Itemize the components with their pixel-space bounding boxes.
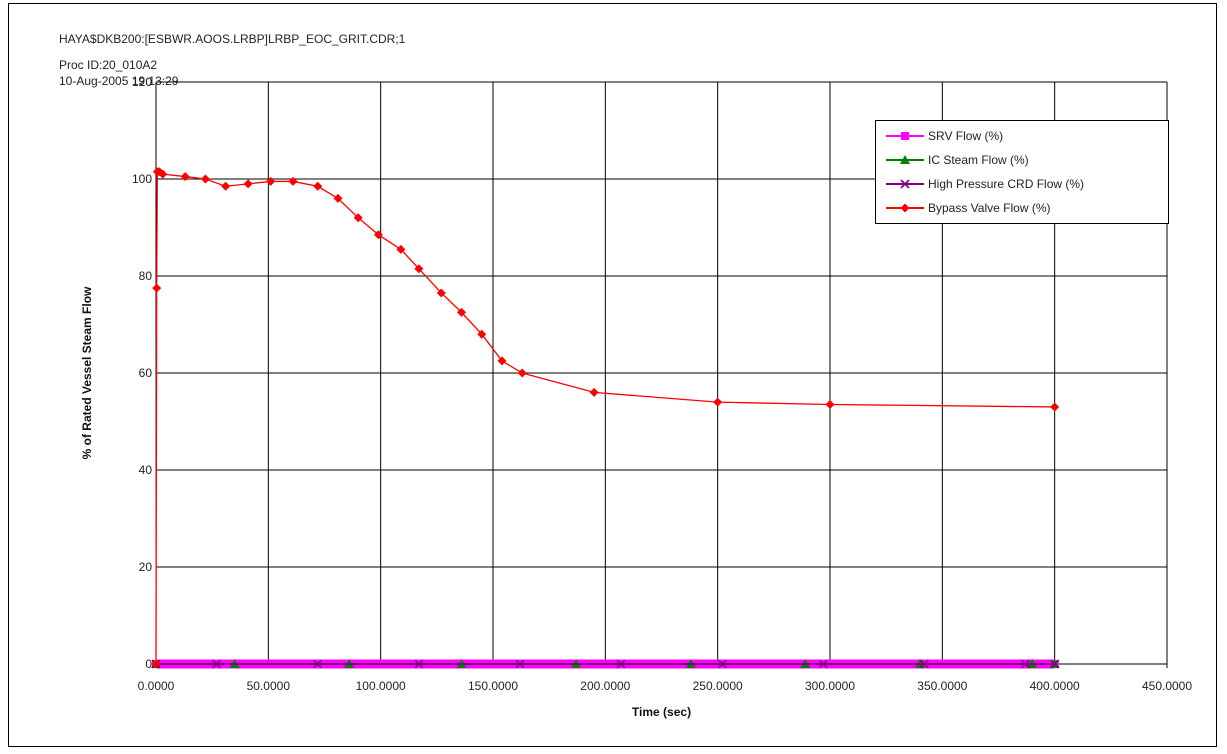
hp-crd-flow-point [717, 659, 727, 669]
x-tick-label: 400.0000 [1030, 679, 1080, 693]
tick-labels: 0 20 40 60 80 100 120 0.0000 50.0000 100.0000 150.… [132, 75, 1192, 693]
bypass-valve-flow-point [152, 283, 162, 293]
bypass-valve-flow-point [497, 356, 507, 366]
bypass-valve-flow-point [414, 264, 424, 274]
y-tick-label: 20 [139, 560, 153, 574]
legend-label: SRV Flow (%) [928, 129, 1004, 143]
x-tick-label: 250.0000 [693, 679, 743, 693]
timestamp-label: 10-Aug-2005 19:13:29 [59, 74, 179, 88]
bypass-valve-flow-point [200, 174, 210, 184]
hp-crd-flow-point [1050, 659, 1060, 669]
legend-item-srv-flow: SRV Flow (%) [876, 124, 1168, 148]
bypass-valve-flow-point [288, 176, 298, 186]
bypass-valve-flow-point [457, 307, 467, 317]
bypass-valve-flow-point [825, 400, 835, 410]
bypass-valve-flow-point [477, 329, 487, 339]
x-tick-label: 150.0000 [468, 679, 518, 693]
bypass-valve-flow-series [151, 167, 1060, 669]
bypass-valve-flow-point [589, 387, 599, 397]
legend-item-hp-crd-flow: High Pressure CRD Flow (%) [876, 172, 1168, 196]
y-tick-label: 60 [139, 366, 153, 380]
legend-marker [900, 203, 910, 213]
bypass-valve-flow-point [436, 288, 446, 298]
x-axis-title: Time (sec) [632, 705, 691, 719]
bypass-valve-flow-point [158, 169, 168, 179]
y-tick-label: 100 [132, 172, 152, 186]
legend-symbol-ic-steam-flow [886, 155, 924, 164]
y-tick-label: 120 [132, 75, 152, 89]
bypass-valve-flow-point [313, 181, 323, 191]
legend-label: Bypass Valve Flow (%) [928, 201, 1051, 215]
hp-crd-flow-point [414, 659, 424, 669]
y-tick-label: 80 [139, 269, 153, 283]
legend-symbol-bypass-valve-flow [886, 203, 924, 213]
bypass-valve-flow-point [266, 176, 276, 186]
y-tick-label: 40 [139, 463, 153, 477]
legend-marker [901, 132, 909, 140]
x-tick-label: 200.0000 [580, 679, 630, 693]
hp-crd-flow-point [313, 659, 323, 669]
bypass-valve-flow-point [333, 193, 343, 203]
hp-crd-flow-point [818, 659, 828, 669]
file-path-label: HAYA$DKB200:[ESBWR.AOOS.LRBP]LRBP_EOC_GR… [59, 32, 406, 46]
bypass-valve-flow-point [373, 230, 383, 240]
hp-crd-flow-point [616, 659, 626, 669]
bypass-valve-flow-point [713, 397, 723, 407]
legend-symbol-hp-crd-flow [886, 179, 924, 189]
legend-label: IC Steam Flow (%) [928, 153, 1029, 167]
hp-crd-flow-series [151, 659, 1060, 669]
bypass-valve-flow-point [180, 172, 190, 182]
legend-label: High Pressure CRD Flow (%) [928, 177, 1085, 191]
hp-crd-flow-point [212, 659, 222, 669]
bypass-valve-flow-point [243, 179, 253, 189]
x-tick-label: 300.0000 [805, 679, 855, 693]
hp-crd-flow-point [515, 659, 525, 669]
legend-item-ic-steam-flow: IC Steam Flow (%) [876, 148, 1168, 172]
proc-id-label: Proc ID:20_010A2 [59, 58, 158, 72]
series-layer [151, 167, 1060, 669]
bypass-valve-flow-point [517, 368, 527, 378]
legend-symbol-srv-flow [886, 132, 924, 140]
legend-item-bypass-valve-flow: Bypass Valve Flow (%) [876, 196, 1168, 220]
bypass-valve-flow-point [396, 244, 406, 254]
bypass-valve-flow-point [1050, 402, 1060, 412]
legend-marker [900, 155, 910, 164]
y-tick-label: 0 [145, 657, 152, 671]
legend: SRV Flow (%) IC Steam Flow (%) High Pressu… [875, 120, 1169, 224]
y-axis-title: % of Rated Vessel Steam Flow [80, 286, 94, 459]
hp-crd-flow-point [1020, 659, 1031, 669]
chart-frame: HAYA$DKB200:[ESBWR.AOOS.LRBP]LRBP_EOC_GR… [8, 3, 1217, 747]
hp-crd-flow-point [919, 659, 929, 669]
x-tick-label: 350.0000 [917, 679, 967, 693]
legend-marker [900, 179, 910, 189]
x-tick-label: 100.0000 [356, 679, 406, 693]
x-tick-label: 50.0000 [247, 679, 291, 693]
bypass-valve-flow-point [353, 213, 363, 223]
bypass-valve-flow-point [151, 659, 161, 669]
x-tick-label: 0.0000 [138, 679, 175, 693]
x-tick-label: 450.0000 [1142, 679, 1192, 693]
line-chart: 0 20 40 60 80 100 120 0.0000 50.0000 100.0000 150.… [80, 75, 1192, 719]
bypass-valve-flow-point [221, 181, 231, 191]
